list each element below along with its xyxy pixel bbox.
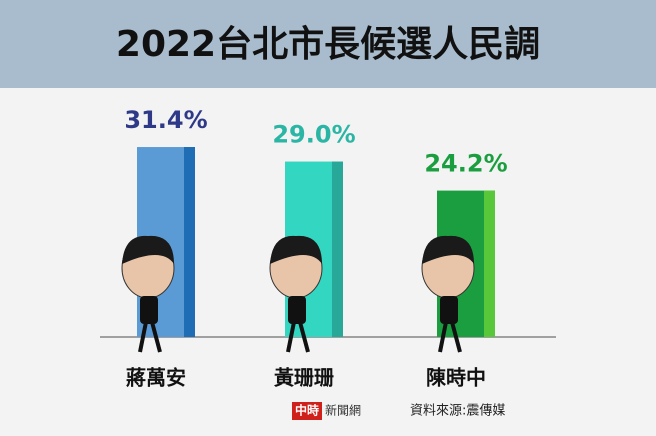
logo: 中時: [295, 403, 319, 418]
figure-leg: [150, 321, 162, 353]
x-tick-label: 黃珊珊: [274, 366, 334, 390]
bar-accent: [184, 147, 195, 337]
value-label: 24.2%: [424, 150, 507, 178]
value-label: 31.4%: [124, 106, 207, 134]
figure-body: [440, 296, 458, 324]
logo-box: [292, 402, 322, 420]
value-label: 29.0%: [272, 121, 355, 149]
figure-body: [140, 296, 158, 324]
header-band: [0, 0, 656, 88]
bar-accent: [332, 161, 343, 337]
figure-leg: [298, 321, 310, 353]
x-tick-label: 陳時中: [426, 366, 486, 390]
figure-hair: [122, 235, 174, 264]
figure-body: [288, 296, 306, 324]
figure-leg: [286, 321, 296, 353]
figure-leg: [438, 321, 448, 353]
logo-suffix: 新聞網: [325, 403, 361, 418]
figure-hair: [270, 235, 322, 264]
x-tick-label: 蔣萬安: [126, 366, 186, 390]
figure-hair: [422, 235, 474, 264]
figure-leg: [450, 321, 462, 353]
bar-accent: [484, 190, 495, 337]
figure-leg: [138, 321, 148, 353]
chart-title: 2022台北市長候選人民調: [116, 24, 540, 65]
source: 資料來源:震傳媒: [410, 404, 505, 419]
